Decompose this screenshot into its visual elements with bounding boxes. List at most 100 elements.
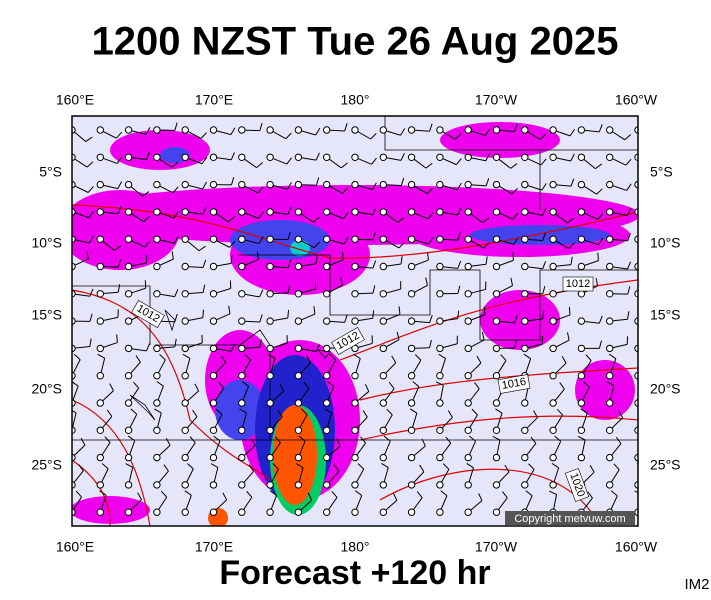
- barb-flag: [331, 491, 338, 498]
- station: [323, 235, 331, 243]
- barb-flag: [568, 242, 575, 249]
- station: [238, 208, 246, 216]
- station: [209, 399, 218, 407]
- barb-flag: [251, 438, 256, 446]
- barb-flag: [333, 464, 340, 472]
- station: [577, 344, 586, 353]
- station: [521, 153, 529, 162]
- wind-barbs: [72, 122, 647, 516]
- station: [323, 208, 331, 216]
- barb-flag: [117, 206, 122, 214]
- station: [492, 317, 501, 325]
- barb-flag: [89, 288, 94, 297]
- station: [436, 153, 444, 162]
- barb-flag: [101, 463, 109, 470]
- barb-flag: [566, 217, 574, 224]
- barb-flag: [172, 186, 179, 194]
- barb-flag: [597, 213, 604, 220]
- station: [577, 180, 586, 189]
- station: [407, 290, 416, 298]
- barb-staff: [637, 211, 638, 213]
- station: [96, 344, 105, 353]
- barb-flag: [409, 408, 418, 414]
- station: [606, 126, 614, 134]
- station: [549, 453, 557, 462]
- barb-flag: [285, 132, 292, 140]
- barb-flag: [146, 151, 150, 160]
- barb-flag: [609, 353, 617, 360]
- barb-flag: [370, 132, 377, 140]
- station: [294, 317, 303, 325]
- barb-flag: [476, 355, 482, 364]
- station: [124, 372, 133, 380]
- barb-flag: [416, 491, 423, 498]
- station: [294, 508, 303, 516]
- station: [238, 426, 246, 434]
- barb-flag: [627, 261, 632, 270]
- barb-flag: [514, 340, 517, 349]
- barb-flag: [627, 233, 631, 241]
- station: [124, 453, 133, 462]
- station: [606, 153, 614, 162]
- barb-flag: [474, 382, 480, 390]
- barb-flag: [259, 339, 262, 348]
- barb-flag: [194, 383, 200, 392]
- station: [379, 235, 387, 243]
- map-title: 1200 NZST Tue 26 Aug 2025: [92, 20, 619, 64]
- barb-flag: [230, 343, 235, 352]
- barb-flag: [133, 381, 140, 389]
- copyright: Copyright metvuw.com: [514, 513, 625, 525]
- station: [407, 399, 416, 407]
- map-frame: [71, 115, 639, 527]
- station: [492, 453, 501, 462]
- barb-flag: [625, 158, 632, 166]
- barb-flag: [427, 252, 429, 261]
- barb-flag: [171, 251, 174, 260]
- station: [379, 453, 387, 462]
- barb-flag: [357, 463, 365, 470]
- barb-flag: [457, 310, 460, 319]
- barb-flag: [598, 237, 604, 246]
- lon-label: 170°W: [475, 539, 518, 555]
- station: [209, 208, 218, 216]
- barb-flag: [468, 435, 476, 442]
- barb-flag: [303, 381, 310, 389]
- barb-flag: [160, 490, 168, 498]
- barb-flag: [570, 256, 573, 265]
- station: [323, 481, 331, 489]
- station: [294, 235, 303, 243]
- station: [124, 153, 133, 162]
- station: [209, 344, 218, 353]
- station: [96, 481, 105, 489]
- barb-flag: [192, 409, 198, 417]
- barb-flag: [554, 435, 562, 442]
- barb-flag: [106, 409, 113, 417]
- station: [606, 290, 614, 298]
- barb-flag: [457, 207, 462, 216]
- station: [464, 317, 472, 325]
- barb-flag: [400, 255, 403, 265]
- station: [351, 153, 359, 162]
- copyright-box: [505, 511, 635, 525]
- station: [124, 126, 133, 134]
- barb-flag: [478, 493, 483, 501]
- lat-label: 10°S: [650, 235, 681, 251]
- station: [294, 290, 303, 298]
- station: [266, 481, 274, 489]
- station: [294, 372, 303, 380]
- barb-flag: [137, 492, 142, 500]
- barb-flag: [298, 435, 306, 442]
- barb-flag: [447, 410, 453, 418]
- barb-flag: [642, 409, 647, 415]
- station: [266, 153, 274, 162]
- barb-flag: [512, 212, 519, 220]
- station: [96, 508, 105, 516]
- barb-flag: [513, 123, 518, 132]
- barb-flag: [89, 313, 93, 322]
- station: [379, 426, 387, 434]
- barb-flag: [117, 259, 122, 268]
- barb-flag: [97, 353, 105, 359]
- station: [549, 344, 557, 353]
- barb-flag: [371, 157, 377, 165]
- station: [209, 262, 218, 271]
